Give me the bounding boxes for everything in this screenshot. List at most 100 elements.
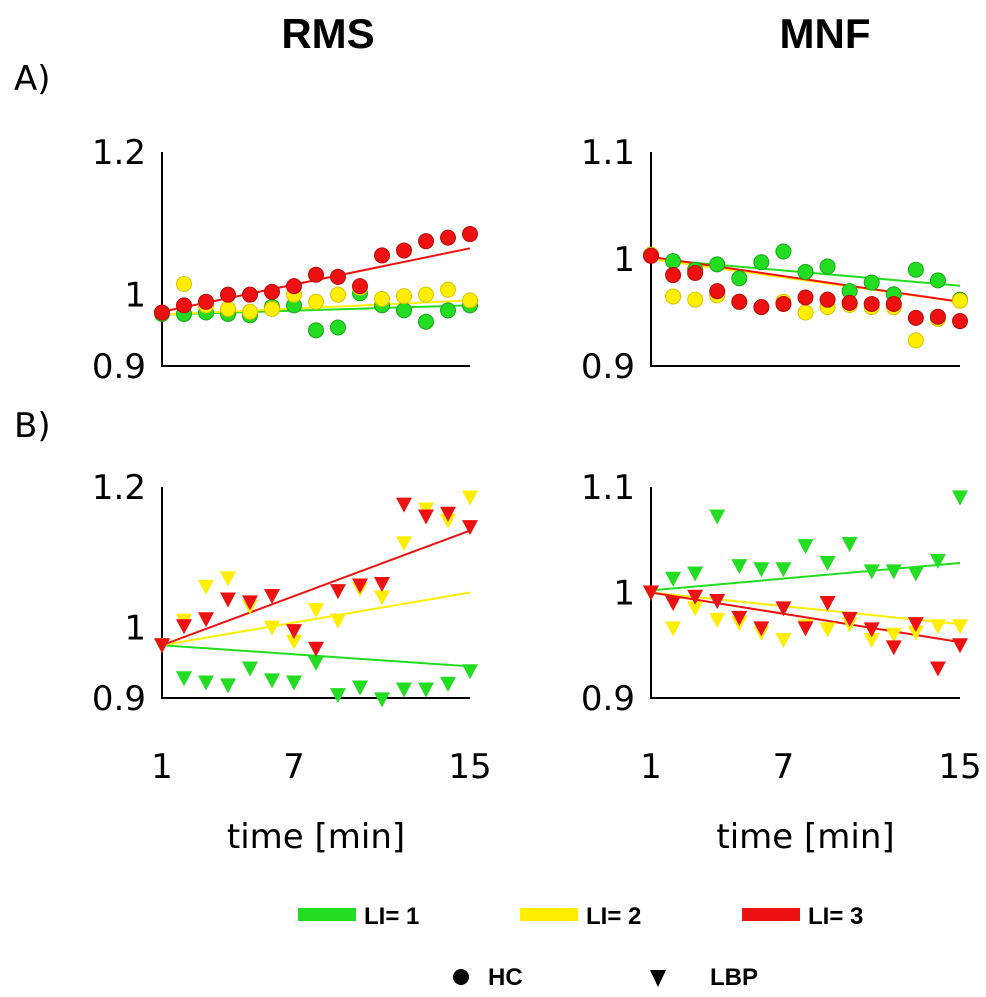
point-B-MNF-series-2-4 [709,612,726,628]
x-tick-label-B-MNF-2: 15 [938,747,981,787]
point-A-RMS-series-2-13 [418,286,434,303]
legend-label-hc: HC [488,964,523,991]
point-A-RMS-series-2-12 [396,288,412,305]
point-A-MNF-series-3-14 [929,308,946,325]
point-B-MNF-series-1-8 [797,539,814,555]
point-A-MNF-series-1-9 [819,258,836,275]
point-B-MNF-series-2-3 [687,601,704,617]
point-B-MNF-series-3-10 [841,611,858,627]
point-B-RMS-series-2-3 [198,579,214,595]
point-B-RMS-series-3-2 [176,619,192,635]
point-A-RMS-series-3-10 [352,278,368,295]
point-A-RMS-series-2-8 [308,293,324,310]
point-A-RMS-series-3-1 [154,304,170,321]
point-A-RMS-series-3-12 [396,242,412,259]
point-A-RMS-series-1-14 [440,302,456,319]
point-B-RMS-series-1-9 [330,688,346,704]
point-B-MNF-series-1-7 [775,562,792,578]
point-A-MNF-series-3-13 [907,309,924,326]
point-B-MNF-series-3-6 [753,621,770,637]
point-B-MNF-series-3-14 [929,661,946,677]
point-A-RMS-series-3-13 [418,233,434,250]
point-B-RMS-series-3-7 [286,624,302,640]
point-A-RMS-series-3-5 [242,286,258,303]
point-A-RMS-series-3-14 [440,229,456,246]
point-B-RMS-series-1-14 [440,676,456,692]
point-A-MNF-series-2-2 [665,288,682,305]
point-B-RMS-series-2-4 [220,571,236,587]
y-tick-label-B-MNF-1: 1 [613,574,635,614]
point-A-MNF-series-3-1 [643,247,659,264]
point-A-MNF-series-2-15 [952,292,968,309]
y-tick-label-B-MNF-2: 1.1 [581,468,635,508]
point-B-MNF-series-2-11 [863,632,880,648]
point-B-RMS-series-3-15 [462,520,478,536]
point-B-RMS-series-3-14 [440,506,456,522]
point-A-MNF-series-1-8 [797,263,814,280]
legend-label-li2: LI= 2 [586,903,641,930]
point-B-MNF-series-3-4 [709,593,726,609]
point-B-MNF-series-1-14 [929,553,946,569]
point-B-MNF-series-3-1 [643,585,659,601]
legend-label-lbp: LBP [710,964,758,991]
legend-swatch-li2 [520,908,578,921]
point-B-RMS-series-3-3 [198,612,214,628]
point-A-RMS-series-1-13 [418,313,434,330]
point-B-RMS-series-2-6 [264,620,280,636]
point-B-MNF-series-1-12 [885,564,902,580]
point-A-MNF-series-3-5 [731,293,748,310]
point-A-RMS-series-2-6 [264,300,280,317]
point-A-MNF-series-1-11 [863,274,880,291]
point-B-MNF-series-2-9 [819,622,836,638]
point-B-RMS-series-1-15 [462,664,478,680]
y-tick-label-B-RMS-0: 0.9 [92,679,146,719]
panel-a-mnf: 0.9 1 1.1 [581,133,968,387]
point-A-MNF-series-3-3 [687,264,704,281]
point-B-MNF-series-2-14 [929,619,946,635]
legend-label-li1: LI= 1 [364,903,419,930]
column-title-rms: RMS [281,10,374,57]
point-B-RMS-series-2-8 [308,603,324,619]
point-A-RMS-series-2-5 [242,303,258,320]
point-B-MNF-series-3-9 [819,596,836,612]
point-B-RMS-series-2-9 [330,613,346,629]
point-A-MNF-series-1-13 [907,261,924,278]
point-B-MNF-series-2-15 [952,619,968,635]
point-B-RMS-series-1-12 [396,682,412,698]
legend-label-li3: LI= 3 [808,903,863,930]
point-A-RMS-series-2-11 [374,290,390,307]
point-A-RMS-series-2-2 [176,275,192,292]
panel-a-rms: 0.9 1 1.2 [92,133,478,387]
point-A-MNF-series-3-7 [775,295,792,312]
point-B-RMS-series-3-13 [418,509,434,525]
fit-line-B-MNF-series-3 [650,591,961,644]
point-B-MNF-series-2-2 [665,621,682,637]
x-tick-label-B-MNF-1: 7 [773,747,795,787]
point-A-RMS-series-3-8 [308,266,324,283]
point-A-MNF-series-2-13 [907,332,924,349]
legend-marker-hc-icon [453,969,469,985]
point-A-MNF-series-3-10 [841,294,858,311]
point-B-RMS-series-3-9 [330,584,346,600]
axes-B-MNF [650,487,960,699]
point-B-RMS-series-2-7 [286,634,302,650]
point-B-RMS-series-1-6 [264,673,280,689]
fit-line-B-MNF-series-2 [650,591,961,626]
point-A-MNF-series-3-4 [709,283,726,300]
point-A-MNF-series-3-9 [819,291,836,308]
point-B-MNF-series-2-12 [885,627,902,643]
column-title-mnf: MNF [780,10,871,57]
y-tick-label-B-RMS-2: 1.2 [92,468,146,508]
point-A-MNF-series-2-8 [797,304,814,321]
point-A-MNF-series-1-2 [665,253,682,270]
point-A-RMS-series-3-7 [286,278,302,295]
point-B-MNF-series-1-5 [731,559,748,575]
point-B-RMS-series-1-7 [286,675,302,691]
x-tick-label-B-RMS-2: 15 [448,747,491,787]
legend-marker-lbp-icon [650,970,666,987]
point-A-RMS-series-3-9 [330,268,346,285]
x-axis-label-B-RMS: time [min] [227,817,405,857]
point-A-MNF-series-2-3 [687,291,704,308]
